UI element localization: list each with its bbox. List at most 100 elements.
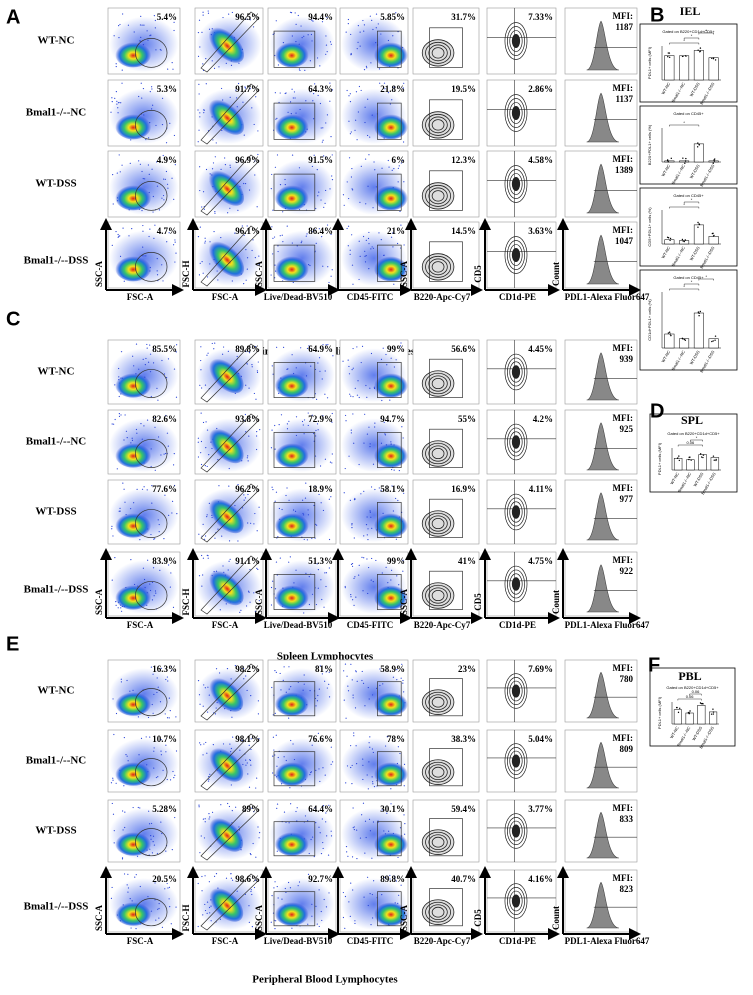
gate — [200, 154, 260, 216]
gate-percent: 64.4% — [308, 804, 333, 814]
event-dot — [354, 707, 357, 709]
event-dot — [325, 812, 327, 814]
contour — [504, 813, 528, 849]
gate-percent: 91.7% — [235, 84, 260, 94]
event-dot — [320, 910, 322, 913]
event-dot — [383, 82, 386, 84]
event-dot — [124, 811, 126, 813]
category-label: WT-DSS — [691, 725, 703, 741]
event-dot — [160, 49, 162, 51]
event-dot — [247, 773, 249, 775]
event-dot — [356, 48, 358, 50]
event-dot — [317, 569, 319, 571]
point — [669, 237, 672, 240]
contour — [431, 377, 445, 390]
contour — [509, 361, 523, 383]
contour — [507, 497, 525, 527]
event-dot — [205, 421, 207, 423]
gate — [200, 343, 260, 403]
event-dot — [217, 459, 219, 461]
event-dot — [244, 86, 246, 88]
row-label: Bmal1-/--NC — [26, 436, 87, 448]
event-dot — [203, 837, 206, 839]
event-dot — [111, 579, 113, 581]
event-dot — [366, 774, 368, 776]
event-dot — [171, 512, 173, 514]
event-dot — [271, 365, 273, 367]
event-dot — [231, 879, 234, 881]
event-dot — [317, 587, 319, 589]
event-dot — [369, 446, 371, 448]
event-dot — [141, 488, 144, 490]
event-dot — [330, 830, 332, 832]
event-dot — [154, 538, 156, 540]
event-dot — [171, 669, 173, 671]
point — [667, 52, 669, 54]
event-dot — [197, 109, 199, 111]
event-dot — [138, 368, 140, 370]
event-dot — [270, 274, 272, 276]
event-dot — [314, 697, 317, 700]
event-dot — [372, 581, 374, 583]
bar — [686, 459, 695, 471]
event-dot — [153, 750, 155, 752]
event-dot — [169, 710, 171, 712]
point — [700, 456, 703, 458]
event-dot — [250, 853, 252, 856]
event-dot — [139, 163, 141, 165]
event-dot — [373, 161, 375, 163]
event-dot — [370, 486, 373, 488]
event-dot — [257, 568, 259, 571]
annotation: * — [683, 284, 685, 289]
event-dot — [279, 557, 281, 559]
event-dot — [283, 756, 285, 758]
event-dot — [325, 35, 327, 37]
event-dot — [350, 596, 352, 598]
gate — [200, 873, 260, 931]
density — [274, 831, 309, 856]
event-dot — [331, 175, 333, 177]
event-dot — [325, 821, 327, 823]
event-dot — [323, 206, 325, 208]
event-dot — [251, 366, 253, 368]
bracket — [669, 124, 700, 127]
category-label: WT-NC — [660, 349, 671, 363]
event-dot — [220, 804, 222, 806]
event-dot — [362, 758, 364, 760]
event-dot — [271, 226, 273, 228]
event-dot — [230, 747, 232, 750]
y-axis-label: SSC-A — [94, 589, 104, 616]
event-dot — [371, 857, 373, 859]
event-dot — [170, 665, 172, 668]
event-dot — [328, 498, 330, 500]
y-axis-label: SSC-A — [399, 261, 409, 288]
gate — [273, 891, 316, 927]
mfi-label: MFI: — [613, 225, 634, 235]
event-dot — [146, 489, 148, 491]
event-dot — [246, 363, 248, 365]
event-dot — [366, 516, 368, 518]
y-axis-label: Count — [551, 906, 561, 930]
event-dot — [314, 523, 317, 525]
event-dot — [276, 765, 278, 767]
point — [712, 340, 714, 342]
event-dot — [201, 31, 203, 33]
event-dot — [200, 369, 202, 371]
event-dot — [365, 203, 367, 205]
panel-letter: F — [648, 654, 660, 676]
event-dot — [123, 280, 125, 282]
bar — [698, 454, 707, 471]
event-dot — [227, 212, 229, 214]
event-dot — [296, 245, 298, 247]
event-dot — [384, 745, 387, 747]
chart-box — [639, 269, 738, 371]
event-dot — [350, 766, 352, 769]
event-dot — [258, 600, 260, 602]
event-dot — [238, 826, 240, 828]
point — [699, 47, 702, 49]
contour — [428, 116, 448, 134]
event-dot — [279, 92, 281, 94]
event-dot — [317, 694, 319, 697]
event-dot — [325, 44, 328, 46]
event-dot — [159, 48, 161, 51]
